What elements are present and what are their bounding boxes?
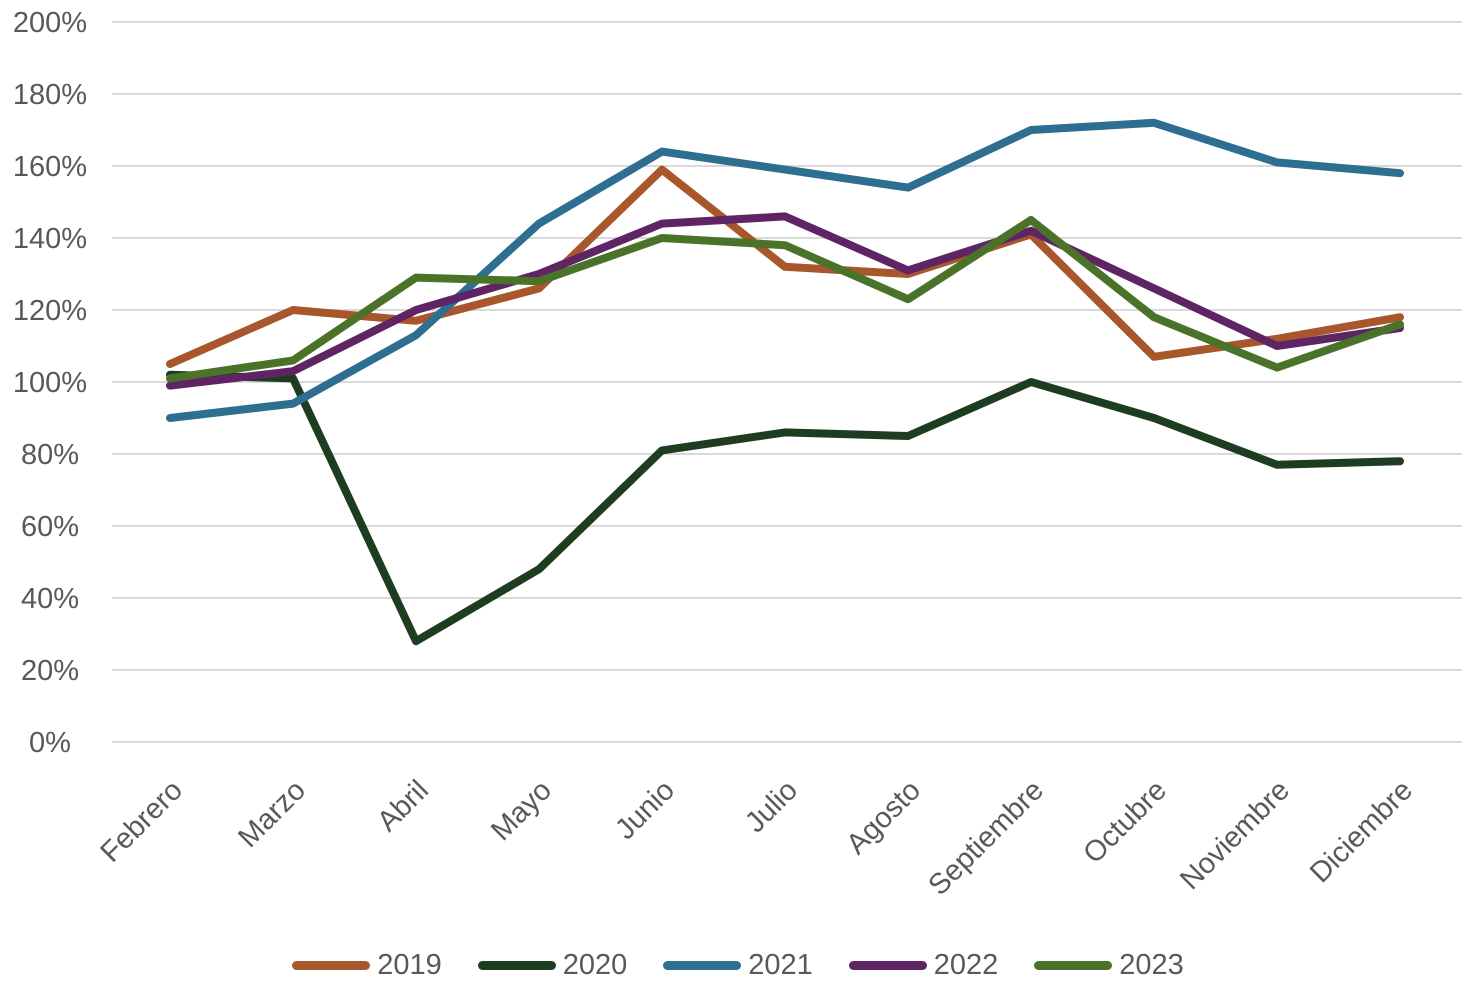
y-tick-label: 160% [13, 151, 87, 183]
x-axis-label: Julio [739, 774, 804, 839]
y-tick-label: 140% [13, 223, 87, 255]
x-axis-label: Octubre [1077, 774, 1173, 870]
plot-area: 0% 20% 40% 60% 80% 100% 120% 140% 160% 180% 200% Fe… [13, 7, 1462, 902]
y-tick-label: 40% [21, 583, 79, 615]
series-line-2022 [166, 212, 1404, 390]
legend-swatch-2022 [848, 960, 927, 970]
legend-item-2019: 2019 [292, 948, 442, 981]
series-line-2019 [166, 165, 1404, 368]
legend-swatch-2021 [663, 960, 742, 970]
legend-label-2019: 2019 [377, 948, 442, 981]
x-axis-label: Mayo [485, 774, 558, 847]
x-axis-label: Junio [609, 774, 681, 846]
y-tick-label: 120% [13, 295, 87, 327]
y-tick-label: 0% [29, 727, 71, 759]
legend-label-2023: 2023 [1119, 948, 1184, 981]
legend-item-2020: 2020 [477, 948, 628, 981]
x-axis-label: Marzo [232, 774, 312, 854]
series-line-2021 [166, 118, 1404, 422]
legend-label-2022: 2022 [933, 948, 999, 981]
legend-item-2022: 2022 [848, 948, 999, 981]
series-line-2023 [166, 216, 1404, 383]
y-tick-label: 180% [13, 79, 87, 111]
y-tick-label: 60% [21, 511, 79, 543]
x-axis-label: Diciembre [1304, 774, 1419, 889]
x-axis-label: Septiembre [922, 774, 1050, 902]
legend-swatch-2020 [477, 960, 556, 970]
y-tick-label: 80% [21, 439, 79, 471]
legend-item-2023: 2023 [1034, 948, 1184, 981]
x-axis-label: Agosto [840, 774, 926, 860]
y-tick-label: 100% [13, 367, 87, 399]
legend-label-2020: 2020 [562, 948, 628, 981]
series-line-2020 [166, 370, 1404, 646]
x-axis-label: Abril [371, 774, 435, 838]
legend-label-2021: 2021 [748, 948, 813, 981]
x-axis-label: Noviembre [1174, 774, 1296, 896]
legend-swatch-2019 [292, 960, 371, 970]
y-tick-label: 20% [21, 655, 79, 687]
legend-item-2021: 2021 [663, 948, 813, 981]
x-axis-label: Febrero [95, 774, 189, 868]
y-tick-label: 200% [13, 7, 87, 39]
chart-legend: 2019 2020 2021 2022 2023 [0, 944, 1476, 983]
legend-swatch-2023 [1034, 960, 1113, 970]
